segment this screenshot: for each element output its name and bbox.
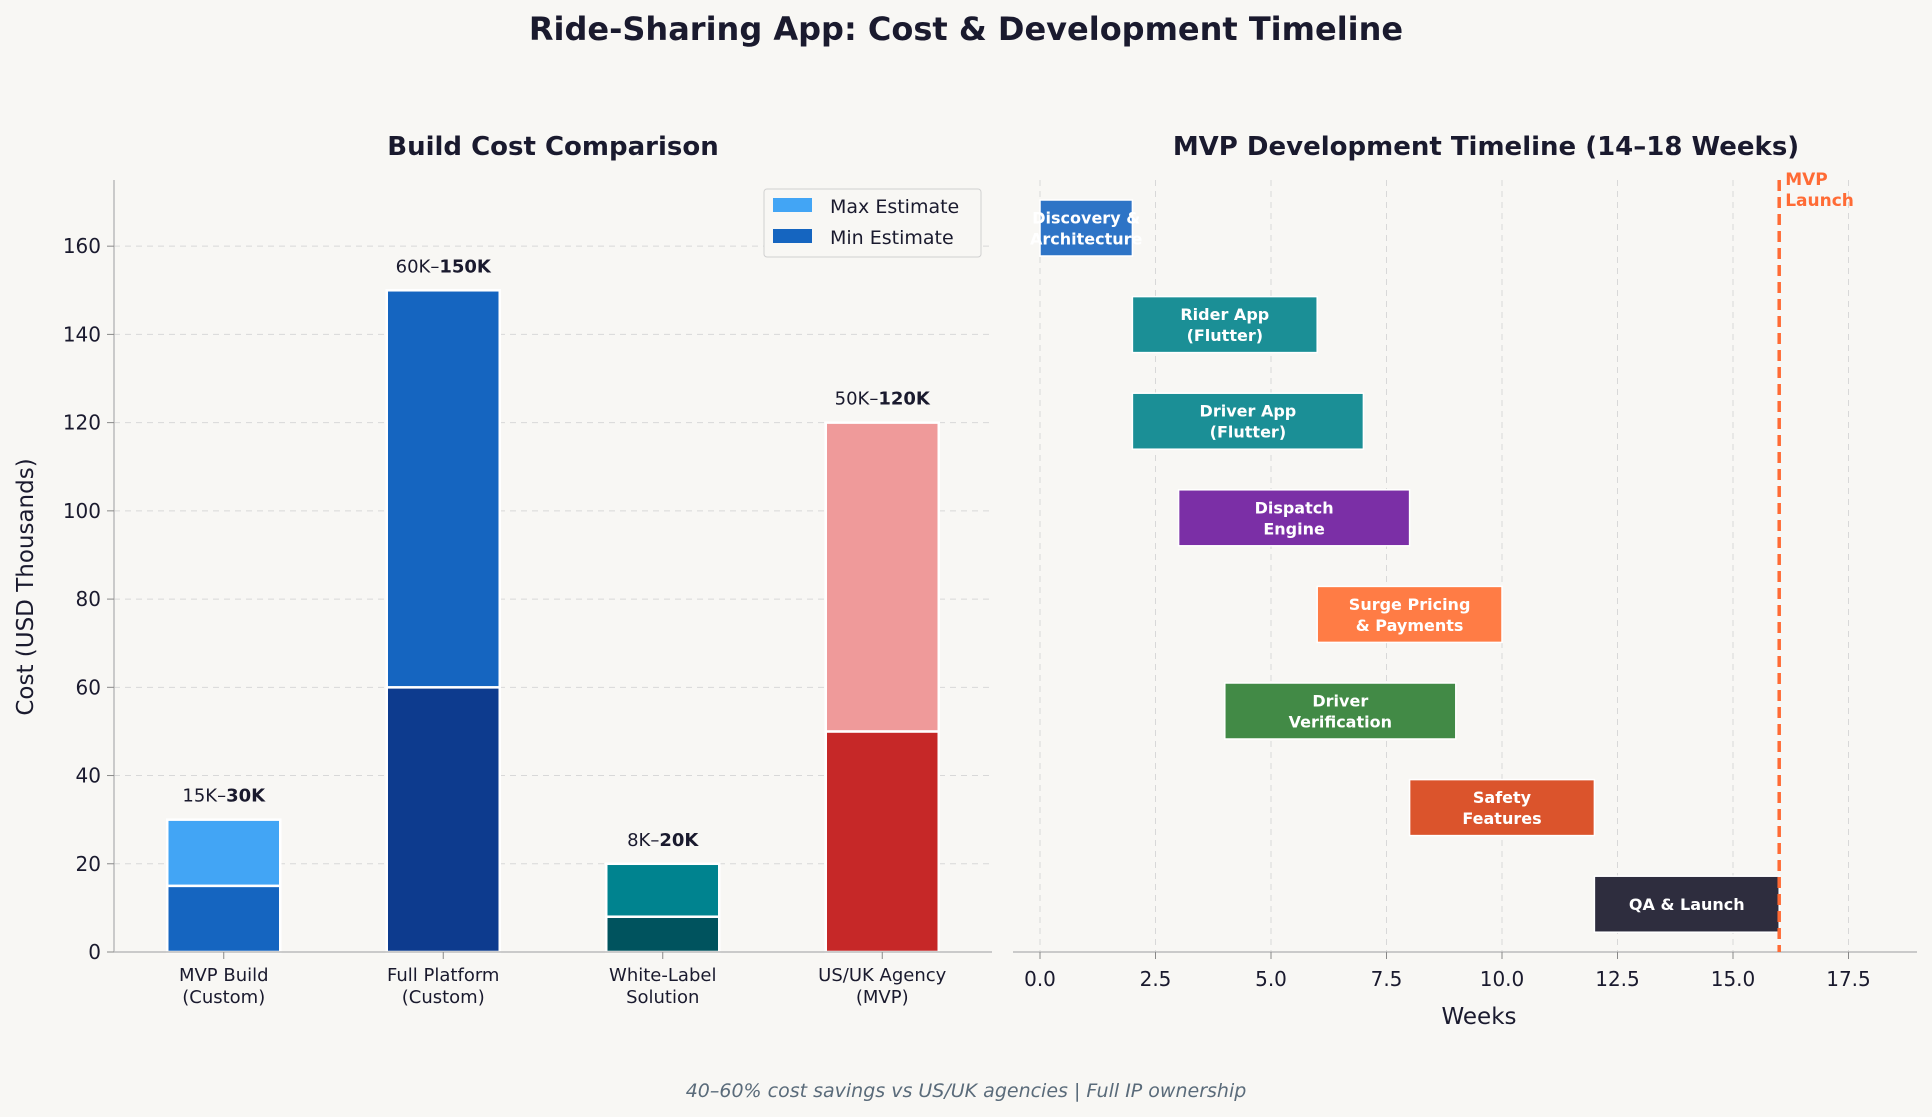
- cost-category-label: US/UK Agency: [818, 965, 946, 986]
- cost-y-tick-label: 120: [63, 411, 101, 435]
- timeline-task-bar: [1131, 392, 1365, 450]
- cost-y-tick-label: 0: [88, 940, 101, 964]
- cost-category-label: Solution: [626, 987, 699, 1008]
- legend-max-swatch: [773, 198, 812, 212]
- legend-max-label: Max Estimate: [830, 196, 959, 218]
- timeline-task-bar: [1408, 778, 1596, 837]
- timeline-task-bar: [1316, 585, 1503, 644]
- timeline-x-tick-label: 2.5: [1140, 967, 1172, 991]
- timeline-task-label: Verification: [1289, 713, 1392, 732]
- cost-category-label: White-Label: [609, 965, 716, 986]
- timeline-x-tick-label: 0.0: [1024, 967, 1056, 991]
- timeline-task-label: Rider App: [1180, 305, 1269, 324]
- cost-y-tick-label: 100: [63, 499, 101, 523]
- timeline-task-label: Dispatch: [1255, 498, 1334, 517]
- timeline-x-tick-label: 10.0: [1480, 967, 1525, 991]
- timeline-task-label: QA & Launch: [1629, 895, 1745, 914]
- timeline-x-tick-label: 12.5: [1595, 967, 1640, 991]
- timeline-x-tick-label: 15.0: [1711, 967, 1756, 991]
- timeline-task-label: Architecture: [1030, 230, 1143, 249]
- cost-category-label: (Custom): [182, 987, 265, 1008]
- legend-min-swatch: [773, 229, 812, 243]
- mvp-launch-label: MVP: [1785, 170, 1828, 190]
- cost-category-label: Full Platform: [387, 965, 499, 986]
- timeline-x-tick-label: 5.0: [1255, 967, 1287, 991]
- cost-y-tick-label: 160: [63, 234, 101, 258]
- timeline-task-label: Surge Pricing: [1349, 595, 1471, 614]
- timeline-task-bar: [1177, 489, 1411, 547]
- timeline-chart-title: MVP Development Timeline (14–18 Weeks): [1173, 132, 1799, 162]
- cost-category-label: (MVP): [856, 987, 909, 1008]
- cost-range-label: 60K–150K: [396, 256, 492, 277]
- timeline-task-label: Driver App: [1200, 402, 1297, 421]
- cost-legend: Max Estimate Min Estimate: [763, 188, 982, 258]
- legend-min-label: Min Estimate: [830, 227, 954, 249]
- timeline-task-bar: [1593, 875, 1780, 933]
- footer-note: 40–60% cost savings vs US/UK agencies | …: [686, 1080, 1247, 1102]
- bar-max-estimate: [824, 421, 940, 733]
- bar-max-estimate: [605, 862, 721, 918]
- figure-title: Ride-Sharing App: Cost & Development Tim…: [529, 10, 1403, 48]
- timeline-task-bar: [1039, 199, 1134, 257]
- timeline-task-label: Discovery &: [1032, 209, 1140, 228]
- timeline-task-label: Safety: [1473, 788, 1532, 807]
- timeline-task-label: Engine: [1263, 519, 1325, 538]
- cost-chart-title: Build Cost Comparison: [387, 132, 719, 162]
- timeline-task-label: (Flutter): [1210, 423, 1286, 442]
- bar-max-estimate: [166, 818, 282, 888]
- timeline-chart-panel: MVP Development Timeline (14–18 Weeks) W…: [1013, 132, 1917, 1030]
- timeline-x-tick-label: 7.5: [1371, 967, 1403, 991]
- bar-min-estimate: [824, 730, 940, 954]
- timeline-task-bar: [1131, 295, 1318, 354]
- cost-range-label: 8K–20K: [627, 830, 699, 851]
- cost-y-axis-label: Cost (USD Thousands): [13, 458, 39, 715]
- cost-range-label: 50K–120K: [835, 389, 931, 410]
- timeline-task-label: & Payments: [1356, 616, 1464, 635]
- timeline-task-label: Driver: [1312, 692, 1368, 711]
- mvp-launch-label: Launch: [1785, 191, 1854, 211]
- timeline-task-label: Features: [1462, 809, 1541, 828]
- timeline-task-bar: [1224, 682, 1457, 740]
- timeline-x-axis-label: Weeks: [1442, 1004, 1517, 1030]
- cost-category-label: (Custom): [402, 987, 485, 1008]
- cost-range-label: 15K–30K: [182, 786, 266, 807]
- bar-max-estimate: [385, 289, 501, 689]
- bar-min-estimate: [385, 686, 501, 954]
- cost-category-label: MVP Build: [179, 965, 269, 986]
- cost-chart-panel: Build Cost Comparison Cost (USD Thousand…: [13, 132, 992, 1008]
- cost-y-tick-label: 80: [76, 587, 101, 611]
- bar-min-estimate: [166, 884, 282, 954]
- timeline-x-tick-label: 17.5: [1826, 967, 1871, 991]
- timeline-task-label: (Flutter): [1187, 326, 1263, 345]
- cost-y-tick-label: 20: [76, 852, 101, 876]
- bar-min-estimate: [605, 915, 721, 954]
- cost-y-tick-label: 60: [76, 675, 101, 699]
- cost-y-tick-label: 140: [63, 322, 101, 346]
- cost-y-tick-label: 40: [76, 764, 101, 788]
